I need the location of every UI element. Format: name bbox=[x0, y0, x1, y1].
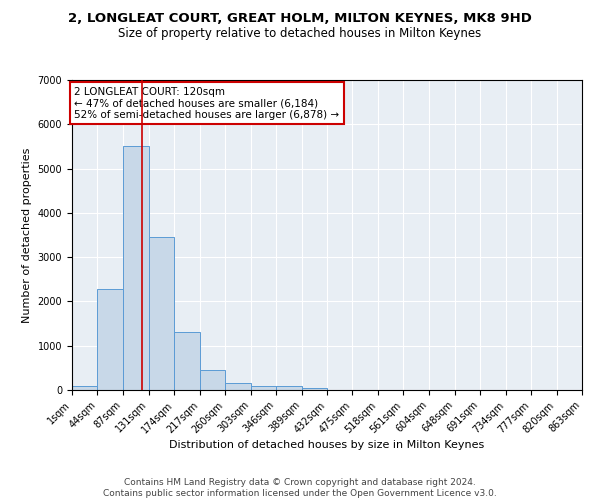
Text: 2 LONGLEAT COURT: 120sqm
← 47% of detached houses are smaller (6,184)
52% of sem: 2 LONGLEAT COURT: 120sqm ← 47% of detach… bbox=[74, 86, 340, 120]
Bar bbox=[200, 370, 225, 390]
Y-axis label: Number of detached properties: Number of detached properties bbox=[22, 148, 32, 322]
Bar bbox=[302, 388, 327, 390]
Bar bbox=[251, 386, 276, 390]
Bar bbox=[276, 386, 302, 390]
Text: Contains HM Land Registry data © Crown copyright and database right 2024.
Contai: Contains HM Land Registry data © Crown c… bbox=[103, 478, 497, 498]
Bar bbox=[175, 332, 200, 390]
Bar bbox=[123, 146, 149, 390]
Bar bbox=[225, 383, 251, 390]
Bar bbox=[72, 386, 97, 390]
Bar bbox=[97, 289, 123, 390]
Text: Size of property relative to detached houses in Milton Keynes: Size of property relative to detached ho… bbox=[118, 28, 482, 40]
X-axis label: Distribution of detached houses by size in Milton Keynes: Distribution of detached houses by size … bbox=[169, 440, 485, 450]
Bar bbox=[149, 237, 175, 390]
Text: 2, LONGLEAT COURT, GREAT HOLM, MILTON KEYNES, MK8 9HD: 2, LONGLEAT COURT, GREAT HOLM, MILTON KE… bbox=[68, 12, 532, 26]
